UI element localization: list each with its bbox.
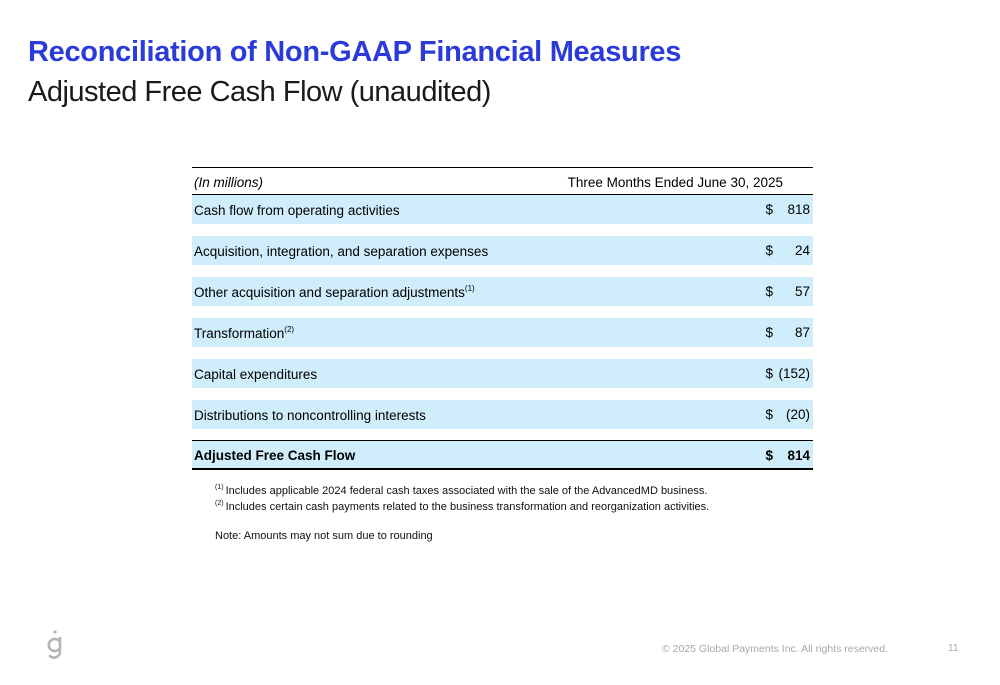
table-row: Other acquisition and separation adjustm…: [192, 277, 813, 306]
row-currency: $: [765, 366, 773, 381]
table-row: Transformation(2) $ 87: [192, 318, 813, 347]
row-value: 87: [794, 325, 810, 340]
page-title: Reconciliation of Non-GAAP Financial Mea…: [28, 36, 682, 68]
row-currency: $: [765, 202, 773, 217]
row-currency: $: [765, 325, 773, 340]
rounding-note: Note: Amounts may not sum due to roundin…: [215, 530, 433, 542]
row-currency: $: [765, 407, 773, 422]
page-number: 11: [948, 643, 959, 654]
total-currency: $: [765, 448, 773, 463]
copyright-footer: © 2025 Global Payments Inc. All rights r…: [662, 643, 889, 655]
table-row: Acquisition, integration, and separation…: [192, 236, 813, 265]
row-value: 818: [787, 202, 810, 217]
row-label: Other acquisition and separation adjustm…: [194, 284, 475, 300]
cash-flow-table: (In millions) Three Months Ended June 30…: [192, 167, 813, 470]
row-value: 24: [794, 243, 810, 258]
row-currency: $: [765, 284, 773, 299]
footnote: (2) Includes certain cash payments relate…: [215, 500, 710, 513]
row-label: Acquisition, integration, and separation…: [194, 244, 489, 259]
footnotes: (1) Includes applicable 2024 federal cash…: [215, 484, 709, 542]
row-label: Transformation(2): [194, 325, 295, 341]
total-value: 814: [787, 448, 810, 463]
global-payments-logo-icon: [47, 630, 62, 659]
row-value: (20): [785, 407, 810, 422]
row-value: (152): [778, 366, 810, 381]
header-units-label: (In millions): [194, 175, 264, 190]
table-total-row: Adjusted Free Cash Flow $ 814: [192, 440, 813, 470]
row-label: Capital expenditures: [194, 367, 318, 382]
table-row: Capital expenditures $ (152): [192, 359, 813, 388]
row-label: Cash flow from operating activities: [194, 203, 400, 218]
table-header: (In millions) Three Months Ended June 30…: [192, 167, 813, 195]
row-currency: $: [765, 243, 773, 258]
table-row: Cash flow from operating activities $ 81…: [192, 195, 813, 224]
page-subtitle: Adjusted Free Cash Flow (unaudited): [28, 76, 491, 108]
total-label: Adjusted Free Cash Flow: [194, 448, 356, 463]
row-value: 57: [794, 284, 810, 299]
footnote: (1) Includes applicable 2024 federal cash…: [215, 484, 708, 497]
header-period-label: Three Months Ended June 30, 2025: [567, 175, 783, 190]
row-label: Distributions to noncontrolling interest…: [194, 408, 426, 423]
table-row: Distributions to noncontrolling interest…: [192, 400, 813, 429]
